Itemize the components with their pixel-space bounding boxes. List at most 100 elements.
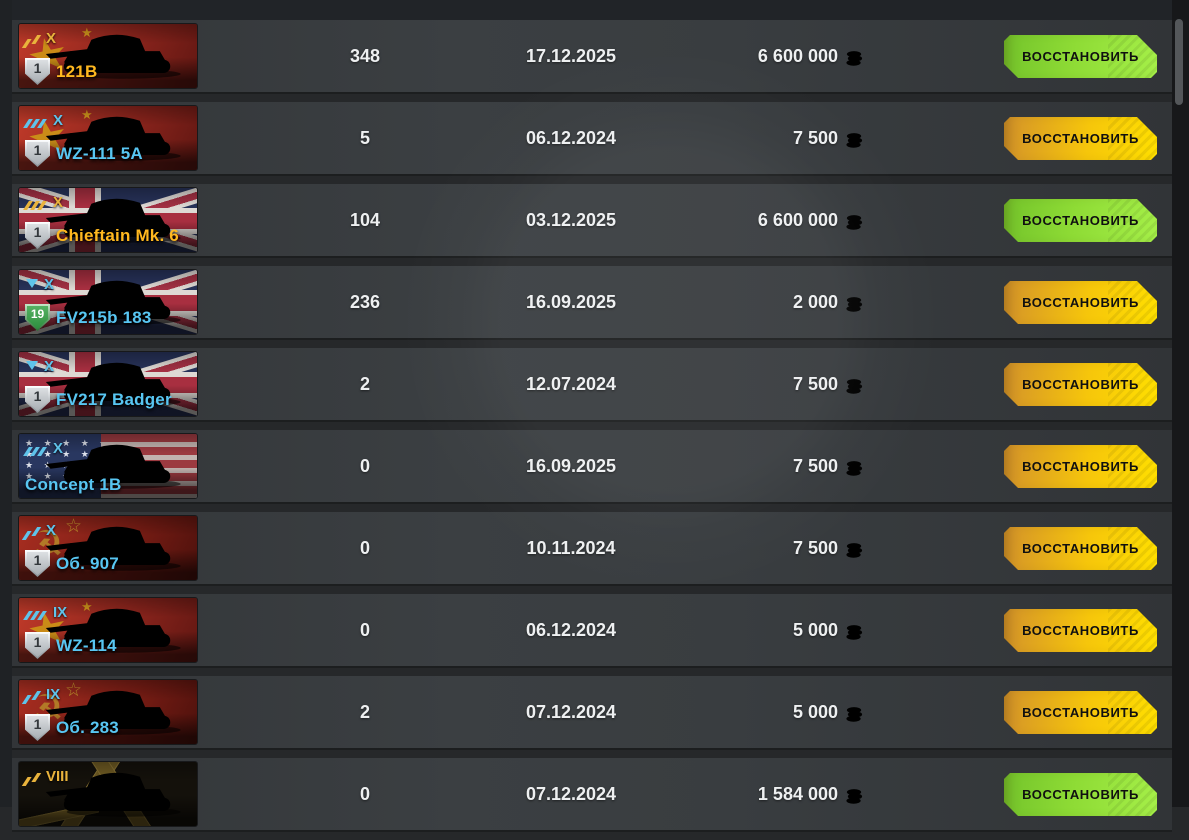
restore-button[interactable]: ВОССТАНОВИТЬ — [1004, 35, 1157, 78]
vehicle-name: FV217 Badger — [56, 389, 172, 409]
table-row: X 1 Chieftain Mk. 6 104 03.12.2025 6 600 … — [12, 184, 1172, 256]
vehicle-name: 121B — [56, 61, 98, 81]
battles-count: 5 — [359, 127, 370, 148]
vehicle-name: FV215b 183 — [56, 307, 152, 327]
restore-button[interactable]: ВОССТАНОВИТЬ — [1004, 117, 1157, 160]
vehicle-name: WZ-114 — [56, 635, 117, 655]
gold-icon — [846, 624, 863, 640]
vehicle-name: Chieftain Mk. 6 — [56, 225, 179, 245]
vehicle-thumbnail[interactable]: X 1 Chieftain Mk. 6 — [18, 187, 198, 253]
vehicle-thumbnail[interactable]: IX 1 WZ-114 — [18, 597, 198, 663]
vehicle-thumbnail[interactable]: X Concept 1B — [18, 433, 198, 499]
table-row: X 1 Об. 907 0 10.11.2024 7 500 ВОССТАНОВИ… — [12, 512, 1172, 584]
table-row: X 19 FV215b 183 236 16.09.2025 2 000 ВОСС… — [12, 266, 1172, 338]
removal-date: 06.12.2024 — [525, 127, 617, 148]
battles-count: 236 — [349, 291, 381, 312]
left-edge — [0, 0, 12, 807]
battles-count: 104 — [349, 209, 381, 230]
gold-icon — [846, 296, 863, 312]
vehicle-name: Об. 283 — [56, 717, 119, 737]
tank-destroyer-icon — [26, 360, 38, 374]
scrollbar-thumb[interactable] — [1175, 19, 1183, 105]
medium-tank-icon — [21, 688, 42, 704]
removal-date: 03.12.2025 — [525, 209, 617, 230]
restore-button[interactable]: ВОССТАНОВИТЬ — [1004, 445, 1157, 488]
restore-button[interactable]: ВОССТАНОВИТЬ — [1004, 281, 1157, 324]
restore-price: 7 500 — [692, 512, 864, 584]
restore-count-badge: 1 — [25, 550, 50, 577]
gold-icon — [846, 132, 863, 148]
table-row: X 1 WZ-111 5A 5 06.12.2024 7 500 ВОССТАНО… — [12, 102, 1172, 174]
vehicle-thumbnail[interactable]: X 19 FV215b 183 — [18, 269, 198, 335]
restore-button[interactable]: ВОССТАНОВИТЬ — [1004, 527, 1157, 570]
restore-button[interactable]: ВОССТАНОВИТЬ — [1004, 691, 1157, 734]
table-row: X 1 FV217 Badger 2 12.07.2024 7 500 ВОССТ… — [12, 348, 1172, 420]
restore-button[interactable]: ВОССТАНОВИТЬ — [1004, 609, 1157, 652]
battles-count: 2 — [359, 701, 370, 722]
restore-button[interactable]: ВОССТАНОВИТЬ — [1004, 199, 1157, 242]
tank-destroyer-icon — [26, 278, 38, 292]
removal-date: 06.12.2024 — [525, 619, 617, 640]
vehicle-name: Об. 907 — [56, 553, 119, 573]
restore-price: 5 000 — [692, 676, 864, 748]
scrollbar-track[interactable] — [1172, 0, 1189, 807]
removal-date: 07.12.2024 — [525, 783, 617, 804]
restore-vehicle-list: X 1 121B 348 17.12.2025 6 600 000 ВОССТАН… — [12, 20, 1172, 840]
vehicle-thumbnail[interactable]: IX 1 Об. 283 — [18, 679, 198, 745]
removal-date: 10.11.2024 — [526, 537, 616, 558]
vehicle-thumbnail[interactable]: X 1 WZ-111 5A — [18, 105, 198, 171]
restore-count-badge: 1 — [25, 386, 50, 413]
credits-icon — [846, 788, 863, 804]
restore-count-badge: 1 — [25, 714, 50, 741]
gold-icon — [846, 378, 863, 394]
vehicle-thumbnail[interactable]: X 1 FV217 Badger — [18, 351, 198, 417]
restore-count-badge: 1 — [25, 58, 50, 85]
vehicle-tier: X — [44, 276, 55, 293]
restore-button[interactable]: ВОССТАНОВИТЬ — [1004, 773, 1157, 816]
battles-count: 2 — [359, 373, 370, 394]
restore-price: 6 600 000 — [692, 20, 864, 92]
vehicle-tier: X — [44, 358, 55, 375]
removal-date: 12.07.2024 — [525, 373, 617, 394]
gold-icon — [846, 706, 863, 722]
restore-price: 6 600 000 — [692, 184, 864, 256]
vehicle-thumbnail[interactable]: X 1 Об. 907 — [18, 515, 198, 581]
restore-price: 1 584 000 — [692, 758, 864, 830]
restore-price: 7 500 — [692, 102, 864, 174]
credits-icon — [846, 214, 863, 230]
restore-count-badge: 19 — [25, 304, 50, 331]
restore-count-badge: 1 — [25, 222, 50, 249]
heavy-tank-icon — [23, 114, 47, 128]
heavy-tank-icon — [23, 606, 47, 620]
removal-date: 16.09.2025 — [525, 455, 617, 476]
gold-icon — [846, 460, 863, 476]
battles-count: 0 — [359, 455, 370, 476]
restore-button[interactable]: ВОССТАНОВИТЬ — [1004, 363, 1157, 406]
medium-tank-icon — [21, 32, 42, 48]
vehicle-tier: IX — [53, 604, 68, 621]
top-edge — [0, 0, 1189, 20]
vehicle-thumbnail[interactable]: VIII — [18, 761, 198, 827]
battles-count: 0 — [359, 783, 370, 804]
medium-tank-icon — [21, 524, 42, 540]
battles-count: 348 — [349, 45, 381, 66]
table-row: IX 1 Об. 283 2 07.12.2024 5 000 ВОССТАНОВ… — [12, 676, 1172, 748]
removal-date: 16.09.2025 — [525, 291, 617, 312]
removal-date: 07.12.2024 — [525, 701, 617, 722]
table-row: IX 1 WZ-114 0 06.12.2024 5 000 ВОССТАНОВИ… — [12, 594, 1172, 666]
vehicle-tier: IX — [46, 686, 61, 703]
table-row: VIII 0 07.12.2024 1 584 000 ВОССТАНОВИТЬ — [12, 758, 1172, 830]
restore-count-badge: 1 — [25, 632, 50, 659]
removal-date: 17.12.2025 — [525, 45, 617, 66]
restore-count-badge: 1 — [25, 140, 50, 167]
vehicle-tier: X — [53, 112, 64, 129]
battles-count: 0 — [359, 537, 370, 558]
vehicle-name: WZ-111 5A — [56, 143, 143, 163]
heavy-tank-icon — [23, 442, 47, 456]
battles-count: 0 — [359, 619, 370, 640]
table-row: X 1 121B 348 17.12.2025 6 600 000 ВОССТАН… — [12, 20, 1172, 92]
medium-tank-icon — [21, 770, 42, 786]
vehicle-thumbnail[interactable]: X 1 121B — [18, 23, 198, 89]
restore-price: 7 500 — [692, 348, 864, 420]
table-row: X Concept 1B 0 16.09.2025 7 500 ВОССТАНО… — [12, 430, 1172, 502]
